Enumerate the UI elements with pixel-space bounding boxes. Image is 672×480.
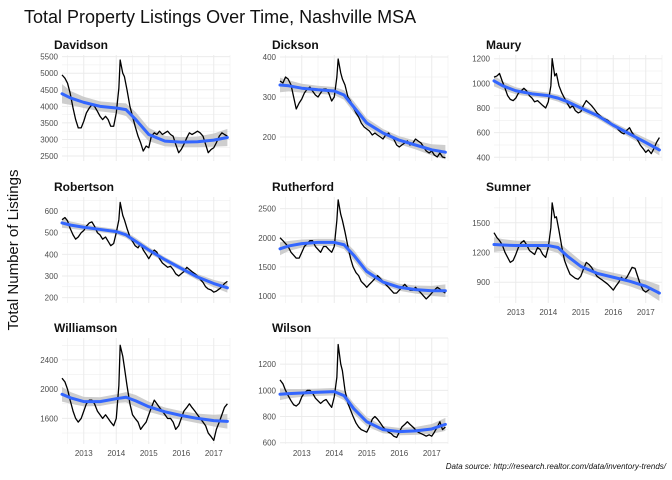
panel-title: Robertson: [54, 180, 114, 194]
y-tick-label: 2000: [40, 385, 58, 394]
x-tick-label: 2014: [107, 449, 125, 458]
y-axis-label: Total Number of Listings: [5, 170, 22, 331]
raw-listings-line: [61, 59, 228, 154]
y-tick-label: 2500: [258, 205, 276, 214]
y-tick-label: 2000: [258, 234, 276, 243]
panel-title: Williamson: [54, 321, 117, 335]
y-tick-label: 1500: [258, 263, 276, 272]
y-tick-label: 500: [45, 229, 59, 238]
x-tick-label: 2015: [572, 308, 590, 317]
panel-title: Rutherford: [272, 180, 334, 194]
confidence-band: [62, 386, 228, 429]
y-tick-label: 1200: [472, 248, 490, 257]
raw-listings-line: [493, 58, 660, 155]
y-tick-label: 600: [477, 129, 491, 138]
x-tick-label: 2015: [358, 449, 376, 458]
plot-area: [280, 197, 448, 303]
y-tick-label: 4500: [40, 86, 58, 95]
y-tick-label: 400: [477, 153, 491, 162]
chart-title: Total Property Listings Over Time, Nashv…: [24, 7, 416, 27]
smooth-trend-line: [492, 243, 661, 295]
y-tick-label: 1000: [472, 79, 490, 88]
y-tick-label: 400: [45, 250, 59, 259]
plot-area: [62, 338, 230, 444]
panel-rutherford: Rutherford 1000 1500 2000 2500: [258, 180, 449, 303]
confidence-band: [494, 237, 660, 302]
y-tick-label: 200: [263, 133, 277, 142]
smooth-trend-line: [278, 83, 447, 154]
y-tick-label: 900: [477, 278, 491, 287]
panel-grid: Davidson 2500 3000 3500 4000 4500 5000 5500 Dick…: [40, 38, 663, 458]
smooth-trend-line: [60, 392, 229, 423]
y-tick-label: 600: [263, 439, 277, 448]
panel-williamson: Williamson 1600 2000 2400 2013 2014 2015 2016 20…: [40, 321, 231, 458]
y-tick-label: 4000: [40, 102, 58, 111]
y-tick-label: 300: [45, 272, 59, 281]
y-tick-label: 1000: [258, 386, 276, 395]
panel-title: Dickson: [272, 38, 319, 52]
x-tick-label: 2014: [325, 449, 343, 458]
smooth-trend-line: [60, 92, 229, 144]
x-tick-label: 2015: [140, 449, 158, 458]
y-tick-label: 800: [263, 413, 277, 422]
smooth-trend-line: [278, 390, 447, 434]
y-tick-label: 1000: [258, 292, 276, 301]
y-tick-label: 600: [45, 207, 59, 216]
x-tick-label: 2013: [507, 308, 525, 317]
panel-maury: Maury 400 600 800 1000 1200: [472, 38, 663, 162]
x-tick-label: 2017: [423, 449, 441, 458]
x-tick-label: 2016: [390, 449, 408, 458]
panel-sumner: Sumner 900 1200 1500 2013 2014 2015 2016 2017: [472, 180, 663, 317]
panel-davidson: Davidson 2500 3000 3500 4000 4500 5000 5500: [40, 38, 231, 161]
y-tick-label: 2400: [40, 356, 58, 365]
x-tick-label: 2014: [539, 308, 557, 317]
panel-title: Maury: [486, 38, 522, 52]
y-tick-label: 1600: [40, 414, 58, 423]
data-source-caption: Data source: http://research.realtor.com…: [446, 462, 667, 471]
y-tick-label: 5000: [40, 69, 58, 78]
raw-listings-line: [493, 202, 660, 295]
smooth-trend-line: [492, 79, 661, 152]
y-tick-label: 1200: [472, 55, 490, 64]
y-tick-label: 5500: [40, 53, 58, 62]
y-tick-label: 1500: [472, 219, 490, 228]
x-tick-label: 2017: [205, 449, 223, 458]
panel-robertson: Robertson 200 300 400 500 600: [45, 180, 231, 303]
x-tick-label: 2016: [172, 449, 190, 458]
panel-title: Sumner: [486, 180, 531, 194]
x-tick-label: 2013: [75, 449, 93, 458]
y-tick-label: 2500: [40, 152, 58, 161]
panel-title: Davidson: [54, 38, 108, 52]
panel-wilson: Wilson 600 800 1000 1200 2013 2014 2015 2016 2017: [258, 321, 449, 458]
panel-dickson: Dickson 200 300 400: [263, 38, 449, 161]
y-tick-label: 3500: [40, 119, 58, 128]
y-tick-label: 400: [263, 53, 277, 62]
smooth-trend-line: [60, 221, 229, 290]
y-tick-label: 200: [45, 294, 59, 303]
x-tick-label: 2016: [604, 308, 622, 317]
panel-title: Wilson: [272, 321, 311, 335]
smooth-trend-line: [278, 240, 447, 293]
y-tick-label: 1200: [258, 360, 276, 369]
y-tick-label: 800: [477, 104, 491, 113]
x-tick-label: 2013: [293, 449, 311, 458]
x-tick-label: 2017: [637, 308, 655, 317]
y-tick-label: 300: [263, 93, 277, 102]
y-tick-label: 3000: [40, 135, 58, 144]
